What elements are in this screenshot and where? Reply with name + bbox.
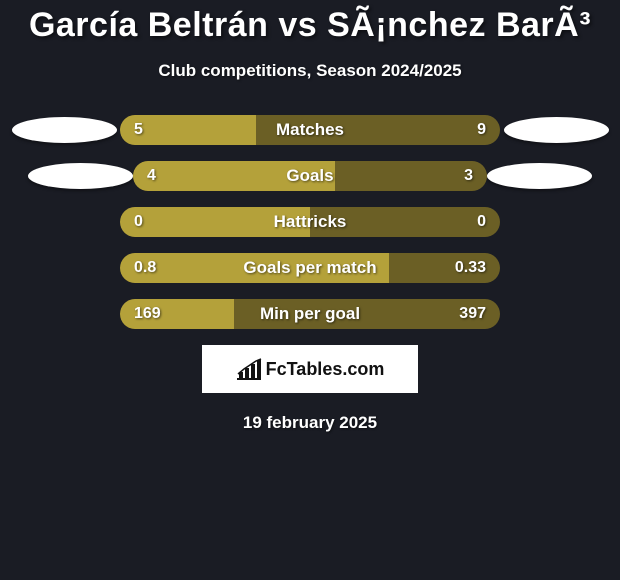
bar-chart-icon <box>236 358 262 380</box>
stat-bar: 0.8 0.33 Goals per match <box>120 253 500 283</box>
stat-row: 4 3 Goals <box>8 161 612 191</box>
stat-row: 169 397 Min per goal <box>8 299 612 329</box>
stat-value-right: 0.33 <box>455 259 486 277</box>
stat-row: 0.8 0.33 Goals per match <box>8 253 612 283</box>
brand-text: FcTables.com <box>266 359 385 380</box>
stat-bar: 5 9 Matches <box>120 115 500 145</box>
stat-value-left: 169 <box>134 305 161 323</box>
stat-label: Matches <box>276 120 344 140</box>
stat-value-right: 3 <box>464 167 473 185</box>
stat-value-left: 5 <box>134 121 143 139</box>
brand-box[interactable]: FcTables.com <box>202 345 418 393</box>
player-marker-icon <box>504 117 609 143</box>
left-side-slot <box>8 117 120 143</box>
right-side-slot <box>487 163 612 189</box>
player-marker-icon <box>487 163 592 189</box>
footer-date: 19 february 2025 <box>0 413 620 433</box>
stat-label: Min per goal <box>260 304 360 324</box>
page-title: García Beltrán vs SÃ¡nchez BarÃ³ <box>0 0 620 45</box>
player-marker-icon <box>12 117 117 143</box>
stat-label: Hattricks <box>274 212 347 232</box>
player-marker-icon <box>28 163 133 189</box>
right-side-slot <box>500 117 612 143</box>
stat-bar: 0 0 Hattricks <box>120 207 500 237</box>
left-side-slot <box>8 163 133 189</box>
stat-value-right: 397 <box>459 305 486 323</box>
stat-row: 5 9 Matches <box>8 115 612 145</box>
stats-area: 5 9 Matches 4 3 Goals 0 0 Hattricks 0.8 0.33 Goals … <box>0 115 620 329</box>
stat-bar: 169 397 Min per goal <box>120 299 500 329</box>
stat-label: Goals per match <box>243 258 376 278</box>
stat-bar: 4 3 Goals <box>133 161 487 191</box>
stat-value-right: 9 <box>477 121 486 139</box>
stat-row: 0 0 Hattricks <box>8 207 612 237</box>
stat-value-left: 0.8 <box>134 259 156 277</box>
stat-value-left: 0 <box>134 213 143 231</box>
stat-value-right: 0 <box>477 213 486 231</box>
subtitle: Club competitions, Season 2024/2025 <box>0 61 620 81</box>
stat-value-left: 4 <box>147 167 156 185</box>
stat-label: Goals <box>286 166 333 186</box>
